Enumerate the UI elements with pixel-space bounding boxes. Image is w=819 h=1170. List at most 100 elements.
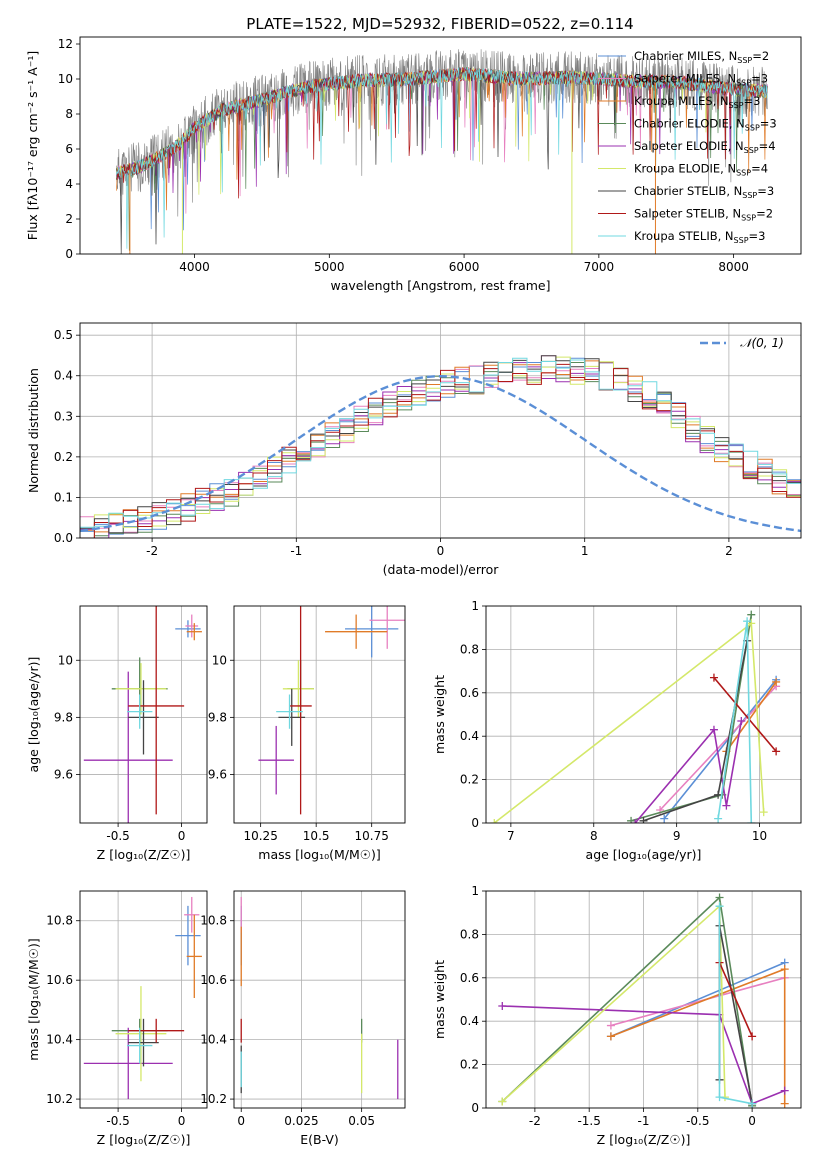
x-tick-label: 0.025 bbox=[284, 1114, 318, 1128]
weight-marker bbox=[737, 717, 746, 726]
x-axis-label: (data-model)/error bbox=[383, 562, 500, 577]
weight-marker bbox=[709, 725, 718, 734]
weight-marker bbox=[772, 747, 781, 756]
plot-area bbox=[80, 323, 801, 538]
y-tick-label: 10.8 bbox=[200, 914, 227, 928]
x-axis-label: wavelength [Angstrom, rest frame] bbox=[330, 278, 550, 293]
x-tick-label: 0 bbox=[748, 1114, 756, 1128]
y-tick-label: 8 bbox=[65, 107, 73, 121]
axes-frame bbox=[79, 890, 208, 1109]
y-tick-label: 10 bbox=[58, 653, 73, 667]
axes-frame bbox=[485, 890, 802, 1109]
x-tick-label: 6000 bbox=[449, 260, 480, 274]
weight-marker bbox=[631, 819, 640, 823]
errorbar-point bbox=[186, 914, 202, 999]
model-spectrum-line bbox=[116, 66, 768, 249]
plot-area bbox=[80, 891, 207, 1108]
x-tick-label: 0 bbox=[178, 1114, 186, 1128]
legend-label: Salpeter ELODIE, NSSP=4 bbox=[634, 139, 776, 155]
y-tick-label: 10 bbox=[212, 653, 227, 667]
errorbar-point bbox=[128, 680, 159, 755]
weight-line bbox=[718, 962, 753, 1037]
normal-curve bbox=[80, 374, 801, 533]
plot-area bbox=[116, 49, 768, 254]
y-tick-label: 1 bbox=[471, 599, 479, 613]
x-tick-label: -0.5 bbox=[106, 829, 129, 843]
x-tick-label: -2 bbox=[529, 1114, 541, 1128]
legend-label: Kroupa MILES, NSSP=3 bbox=[634, 94, 760, 110]
errorbar-point bbox=[345, 606, 399, 658]
y-tick-label: 10.8 bbox=[46, 914, 73, 928]
y-tick-label: 2 bbox=[65, 212, 73, 226]
chart-spectrum: 4000 5000 6000 7000 8000 0 2 4 6 8 10 12 wavelength … bbox=[25, 36, 802, 293]
axes-frame bbox=[233, 890, 406, 1109]
weight-marker bbox=[490, 819, 499, 823]
x-tick-label: -1 bbox=[638, 1114, 650, 1128]
legend-label: Kroupa ELODIE, NSSP=4 bbox=[634, 162, 768, 178]
errorbar-point bbox=[369, 606, 405, 649]
chart-mass_weight_vs_age: 7 8 9 10 0 0.2 0.4 0.6 0.8 1 age [log₁₀(age/yr)] ma… bbox=[432, 599, 802, 862]
weight-marker bbox=[639, 816, 648, 823]
y-tick-label: 10.2 bbox=[200, 1092, 227, 1106]
y-tick-label: 9.6 bbox=[54, 767, 73, 781]
weight-marker bbox=[780, 965, 789, 974]
legend-label: Chabrier ELODIE, NSSP=3 bbox=[634, 117, 777, 133]
weight-marker bbox=[498, 1002, 507, 1011]
weight-marker bbox=[627, 816, 636, 823]
errorbar-point bbox=[289, 606, 312, 815]
y-tick-label: 0.2 bbox=[460, 773, 479, 787]
y-tick-label: 0.8 bbox=[460, 642, 479, 656]
axes-frame bbox=[79, 36, 802, 255]
weight-marker bbox=[780, 1099, 789, 1108]
weight-marker bbox=[715, 893, 724, 902]
errorbar-point bbox=[115, 986, 167, 1082]
y-tick-label: 0.6 bbox=[460, 971, 479, 985]
errorbar-point bbox=[258, 725, 294, 795]
x-axis-label: Z [log₁₀(Z/Z☉)] bbox=[597, 1132, 691, 1147]
weight-line bbox=[634, 720, 743, 823]
x-tick-label: 4000 bbox=[179, 260, 210, 274]
y-tick-label: 0.2 bbox=[460, 1058, 479, 1072]
weight-marker bbox=[772, 677, 781, 686]
legend-label: Chabrier STELIB, NSSP=3 bbox=[634, 184, 774, 200]
legend-label: Chabrier MILES, NSSP=2 bbox=[634, 49, 769, 65]
weight-marker bbox=[747, 819, 756, 823]
weight-marker bbox=[606, 1032, 615, 1041]
legend-label: Salpeter STELIB, NSSP=2 bbox=[634, 207, 773, 223]
weight-marker bbox=[748, 1032, 757, 1041]
weight-marker bbox=[747, 619, 756, 628]
weight-marker bbox=[743, 617, 752, 626]
weight-marker bbox=[714, 790, 723, 799]
plot-area bbox=[486, 606, 801, 823]
x-tick-label: 0 bbox=[437, 544, 445, 558]
axes-frame bbox=[485, 605, 802, 824]
x-tick-label: -0.5 bbox=[686, 1114, 709, 1128]
weight-marker bbox=[660, 814, 669, 823]
x-axis-label: E(B-V) bbox=[300, 1132, 339, 1147]
weight-line bbox=[713, 677, 777, 752]
y-tick-label: 0.1 bbox=[54, 490, 73, 504]
y-tick-label: 1 bbox=[471, 884, 479, 898]
plot-area bbox=[486, 891, 801, 1108]
x-tick-label: 10.5 bbox=[303, 829, 330, 843]
weight-marker bbox=[722, 801, 731, 810]
y-tick-label: 0.6 bbox=[460, 686, 479, 700]
y-tick-label: 0.2 bbox=[54, 450, 73, 464]
x-tick-label: 1 bbox=[581, 544, 589, 558]
y-tick-label: 10.6 bbox=[46, 973, 73, 987]
y-tick-label: 0.3 bbox=[54, 409, 73, 423]
chart-age_vs_mass: 10.25 10.5 10.75 9.6 9.8 10 mass [log₁₀(M/M☉)] bbox=[208, 605, 406, 862]
histogram-step bbox=[80, 363, 801, 538]
plot-area bbox=[234, 606, 405, 823]
errorbar-point bbox=[282, 660, 314, 718]
errorbar-point bbox=[175, 905, 201, 966]
y-axis-label: mass weight bbox=[432, 675, 447, 754]
errorbar-point bbox=[83, 1027, 173, 1100]
histogram-step bbox=[80, 361, 801, 538]
x-axis-label: mass [log₁₀(M/M☉)] bbox=[258, 847, 380, 862]
y-tick-label: 12 bbox=[58, 37, 73, 51]
x-tick-label: 0 bbox=[178, 829, 186, 843]
y-tick-label: 0.4 bbox=[54, 369, 73, 383]
weight-marker bbox=[780, 1086, 789, 1095]
weight-marker bbox=[748, 1099, 757, 1108]
